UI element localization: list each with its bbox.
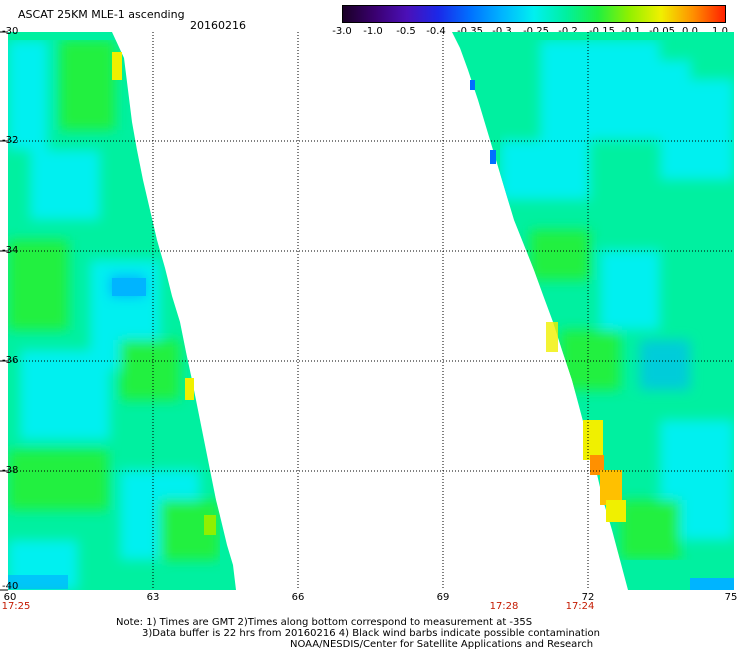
lat-label: -40 [2, 581, 19, 592]
blue-patch [470, 80, 475, 90]
lon-label: 60 [3, 592, 17, 603]
colorbar-label: -1.0 [363, 26, 383, 37]
colorbar [342, 5, 726, 23]
orange-patch [600, 470, 622, 505]
time-label: 17:28 [489, 601, 519, 612]
colorbar-swatch-1 [343, 6, 375, 22]
note-line-3: NOAA/NESDIS/Center for Satellite Applica… [290, 639, 594, 650]
lat-label: -36 [2, 355, 19, 366]
lon-label: 69 [436, 592, 450, 603]
colorbar-swatch-2 [374, 6, 407, 22]
right-swath [452, 32, 734, 590]
cyan-patch [600, 250, 660, 330]
colorbar-label: -0.35 [457, 26, 483, 37]
colorbar-label: -0.15 [589, 26, 615, 37]
colorbar-swatch-7 [533, 6, 566, 22]
colorbar-label: 1.0 [712, 26, 728, 37]
cyan-patch [540, 40, 660, 140]
right-swath-texture [500, 40, 734, 560]
colorbar-label: -0.4 [426, 26, 446, 37]
colorbar-label: -0.3 [492, 26, 512, 37]
colorbar-label: -0.05 [649, 26, 675, 37]
blue-patch [690, 578, 734, 590]
product-title: ASCAT 25KM MLE-1 ascending [18, 8, 185, 21]
cyan-patch [8, 40, 48, 150]
green-patch [120, 340, 180, 400]
cyan-patch [30, 150, 100, 220]
colorbar-labels: -3.0 -1.0 -0.5 -0.4 -0.35 -0.3 -0.25 -0.… [330, 26, 740, 38]
yellow-patch [546, 322, 558, 352]
lat-label: -30 [2, 26, 19, 37]
time-label: 17:24 [565, 601, 595, 612]
lon-label: 63 [146, 592, 160, 603]
colorbar-swatch-3 [406, 6, 439, 22]
yellow-patch [112, 52, 122, 80]
note-line-2: 3)Data buffer is 22 hrs from 20160216 4)… [142, 628, 600, 639]
lon-label: 75 [724, 592, 738, 603]
blue-patch [640, 340, 690, 390]
colorbar-label: -0.2 [558, 26, 578, 37]
colorbar-swatch-12 [693, 6, 725, 22]
colorbar-swatch-5 [470, 6, 503, 22]
colorbar-label: -0.1 [621, 26, 641, 37]
product-date: 20160216 [190, 19, 246, 32]
sea-green-patch [690, 40, 734, 80]
colorbar-swatch-11 [661, 6, 694, 22]
blue-patch [8, 575, 68, 589]
colorbar-label: -3.0 [332, 26, 352, 37]
colorbar-label: -0.5 [396, 26, 416, 37]
green-patch [620, 500, 680, 560]
yellow-green-patch [204, 515, 216, 535]
colorbar-label: -0.25 [523, 26, 549, 37]
lon-label: 66 [291, 592, 305, 603]
colorbar-swatch-6 [502, 6, 534, 22]
green-patch [8, 240, 68, 330]
lat-label: -34 [2, 245, 19, 256]
lat-label: -38 [2, 465, 19, 476]
cyan-patch [20, 350, 110, 440]
blue-patch [112, 278, 146, 296]
green-patch [8, 450, 108, 510]
colorbar-swatch-9 [597, 6, 630, 22]
blue-patch [490, 150, 496, 164]
green-patch [530, 230, 590, 280]
green-patch [60, 40, 115, 130]
grid [8, 32, 734, 590]
left-swath-texture [8, 40, 220, 590]
lon-label: 72 [581, 592, 595, 603]
yellow-patch [185, 378, 194, 400]
ticks [0, 31, 8, 591]
lat-label: -32 [2, 135, 19, 146]
colorbar-swatch-4 [438, 6, 471, 22]
note-line-1: Note: 1) Times are GMT 2)Times along bot… [116, 617, 533, 628]
yellow-patch [583, 420, 603, 460]
colorbar-label: 0.0 [682, 26, 698, 37]
colorbar-swatch-10 [629, 6, 662, 22]
left-swath [8, 32, 236, 590]
green-patch [560, 330, 620, 390]
time-label: 17:25 [1, 601, 31, 612]
cyan-patch [500, 140, 590, 200]
colorbar-swatch-8 [565, 6, 598, 22]
yellow-patch [606, 500, 626, 522]
